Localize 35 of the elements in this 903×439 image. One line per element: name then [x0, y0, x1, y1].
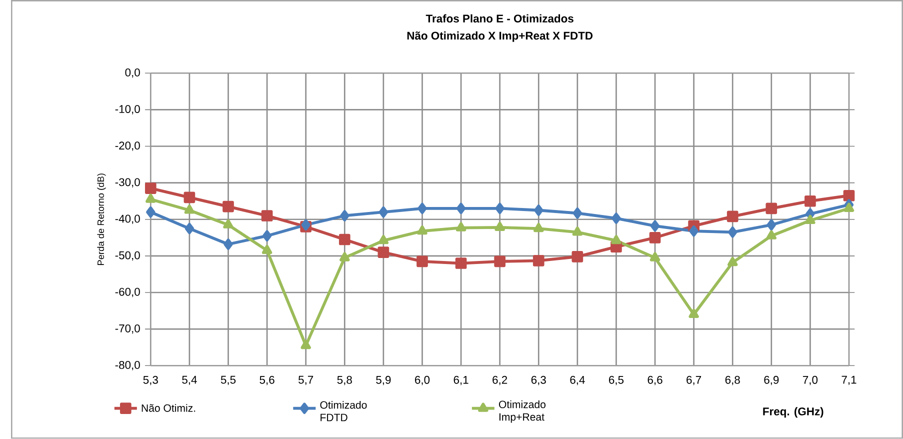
x-tick-label: 6,7 [686, 376, 702, 386]
x-tick-label: 5,4 [182, 376, 197, 386]
x-tick-label: 6,6 [648, 376, 662, 386]
legend-label: Otimizado Imp+Reat [498, 400, 546, 423]
y-tick-label: -20,0 [115, 142, 140, 151]
y-tick-label: -50,0 [115, 251, 140, 261]
x-tick-label: 5,6 [260, 376, 274, 386]
x-tick-label: 6,3 [531, 376, 546, 386]
x-tick-label: 6,5 [609, 376, 624, 386]
y-tick-label: -80,0 [115, 361, 140, 370]
x-tick-label: 5,8 [337, 376, 352, 386]
y-tick-label: 0,0 [125, 68, 140, 78]
x-tick-label: 6,1 [454, 376, 468, 386]
y-axis-title: Perda de Retorno (dB) [97, 174, 106, 266]
legend-label: Otimizado FDTD [320, 401, 367, 422]
legend-label: Não Otimiz. [142, 404, 196, 412]
x-tick-label: 5,7 [298, 376, 314, 386]
y-tick-label: -10,0 [115, 105, 140, 114]
chart-subtitle: Não Otimizado X Imp+Reat X FDTD [407, 32, 593, 42]
x-tick-label: 6,0 [415, 376, 430, 386]
x-axis-title: Freq. (GHz) [763, 407, 824, 418]
x-tick-label: 6,8 [725, 376, 740, 386]
x-tick-label: 5,3 [143, 376, 158, 386]
chart-title: Trafos Plano E - Otimizados [426, 14, 574, 23]
x-tick-label: 5,5 [220, 376, 236, 386]
x-tick-label: 7,0 [802, 376, 818, 386]
x-tick-label: 5,9 [376, 376, 391, 386]
y-tick-label: -60,0 [115, 288, 140, 298]
x-tick-label: 7,1 [842, 376, 856, 386]
x-tick-label: 6,2 [492, 376, 508, 386]
y-tick-label: -70,0 [115, 324, 140, 334]
x-tick-label: 6,9 [764, 376, 779, 386]
y-tick-label: -40,0 [115, 214, 140, 224]
y-tick-label: -30,0 [115, 178, 140, 188]
x-tick-label: 6,4 [570, 376, 585, 386]
